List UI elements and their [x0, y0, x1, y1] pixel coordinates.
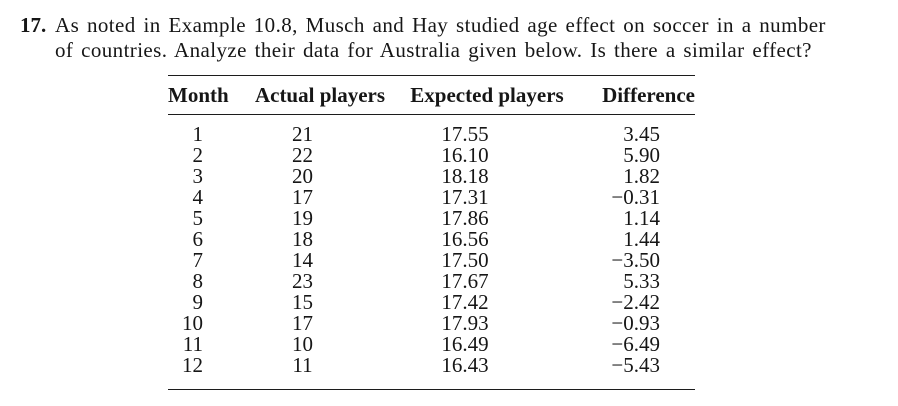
problem-statement-line-2: of countries. Analyze their data for Aus…: [55, 38, 812, 62]
table-row: 3 20 18.18 1.82: [168, 166, 695, 187]
cell-month: 9: [192, 290, 204, 314]
cell-expected-players: 17.86: [441, 206, 489, 230]
cell-difference: −0.31: [611, 185, 660, 209]
cell-month: 3: [192, 164, 204, 188]
cell-expected-players: 17.67: [441, 269, 489, 293]
cell-month: 1: [192, 122, 204, 146]
cell-difference: 1.44: [623, 227, 660, 251]
cell-difference: 1.14: [623, 206, 660, 230]
cell-expected-players: 18.18: [441, 164, 489, 188]
column-header-actual-players: Actual players: [245, 75, 395, 115]
table-row: 4 17 17.31 −0.31: [168, 187, 695, 208]
cell-expected-players: 17.31: [441, 185, 489, 209]
cell-difference: −6.49: [611, 332, 660, 356]
cell-month: 11: [182, 332, 203, 356]
column-header-difference: Difference: [579, 75, 695, 115]
table-row: 8 23 17.67 5.33: [168, 271, 695, 292]
cell-difference: −2.42: [611, 290, 660, 314]
cell-difference: 1.82: [623, 164, 660, 188]
cell-actual-players: 17: [292, 185, 313, 209]
problem-statement: As noted in Example 10.8, Musch and Hay …: [55, 13, 887, 63]
table-row: 12 11 16.43 −5.43: [168, 355, 695, 390]
cell-actual-players: 10: [292, 332, 313, 356]
cell-expected-players: 16.49: [441, 332, 489, 356]
cell-difference: 5.90: [623, 143, 660, 167]
cell-actual-players: 21: [292, 122, 313, 146]
cell-actual-players: 19: [292, 206, 313, 230]
cell-expected-players: 16.10: [441, 143, 489, 167]
cell-actual-players: 18: [292, 227, 313, 251]
cell-difference: 3.45: [623, 122, 660, 146]
table-row: 1 21 17.55 3.45: [168, 115, 695, 146]
cell-actual-players: 14: [292, 248, 313, 272]
table-row: 9 15 17.42 −2.42: [168, 292, 695, 313]
cell-actual-players: 22: [292, 143, 313, 167]
table-row: 2 22 16.10 5.90: [168, 145, 695, 166]
cell-expected-players: 17.93: [441, 311, 489, 335]
cell-month: 6: [192, 227, 204, 251]
cell-difference: 5.33: [623, 269, 660, 293]
data-table: Month Actual players Expected players Di…: [168, 75, 695, 390]
cell-month: 2: [192, 143, 204, 167]
column-header-expected-players: Expected players: [395, 75, 579, 115]
table-row: 10 17 17.93 −0.93: [168, 313, 695, 334]
cell-difference: −3.50: [611, 248, 660, 272]
cell-difference: −5.43: [579, 355, 695, 390]
problem-number: 17.: [20, 13, 47, 37]
cell-expected-players: 17.55: [441, 122, 489, 146]
cell-month: 5: [192, 206, 204, 230]
cell-actual-players: 17: [292, 311, 313, 335]
table-row: 11 10 16.49 −6.49: [168, 334, 695, 355]
cell-actual-players: 11: [245, 355, 395, 390]
cell-actual-players: 23: [292, 269, 313, 293]
cell-expected-players: 17.42: [441, 290, 489, 314]
cell-month: 4: [192, 185, 204, 209]
column-header-month: Month: [168, 75, 245, 115]
cell-expected-players: 16.56: [441, 227, 489, 251]
cell-actual-players: 15: [292, 290, 313, 314]
cell-actual-players: 20: [292, 164, 313, 188]
table-row: 6 18 16.56 1.44: [168, 229, 695, 250]
cell-month: 12: [168, 355, 245, 390]
cell-month: 8: [192, 269, 204, 293]
table-row: 7 14 17.50 −3.50: [168, 250, 695, 271]
problem-statement-line-1: As noted in Example 10.8, Musch and Hay …: [55, 13, 826, 37]
cell-expected-players: 16.43: [395, 355, 579, 390]
cell-month: 7: [192, 248, 204, 272]
cell-expected-players: 17.50: [441, 248, 489, 272]
table-row: 5 19 17.86 1.14: [168, 208, 695, 229]
cell-difference: −0.93: [611, 311, 660, 335]
cell-month: 10: [182, 311, 203, 335]
table-header-row: Month Actual players Expected players Di…: [168, 75, 695, 115]
